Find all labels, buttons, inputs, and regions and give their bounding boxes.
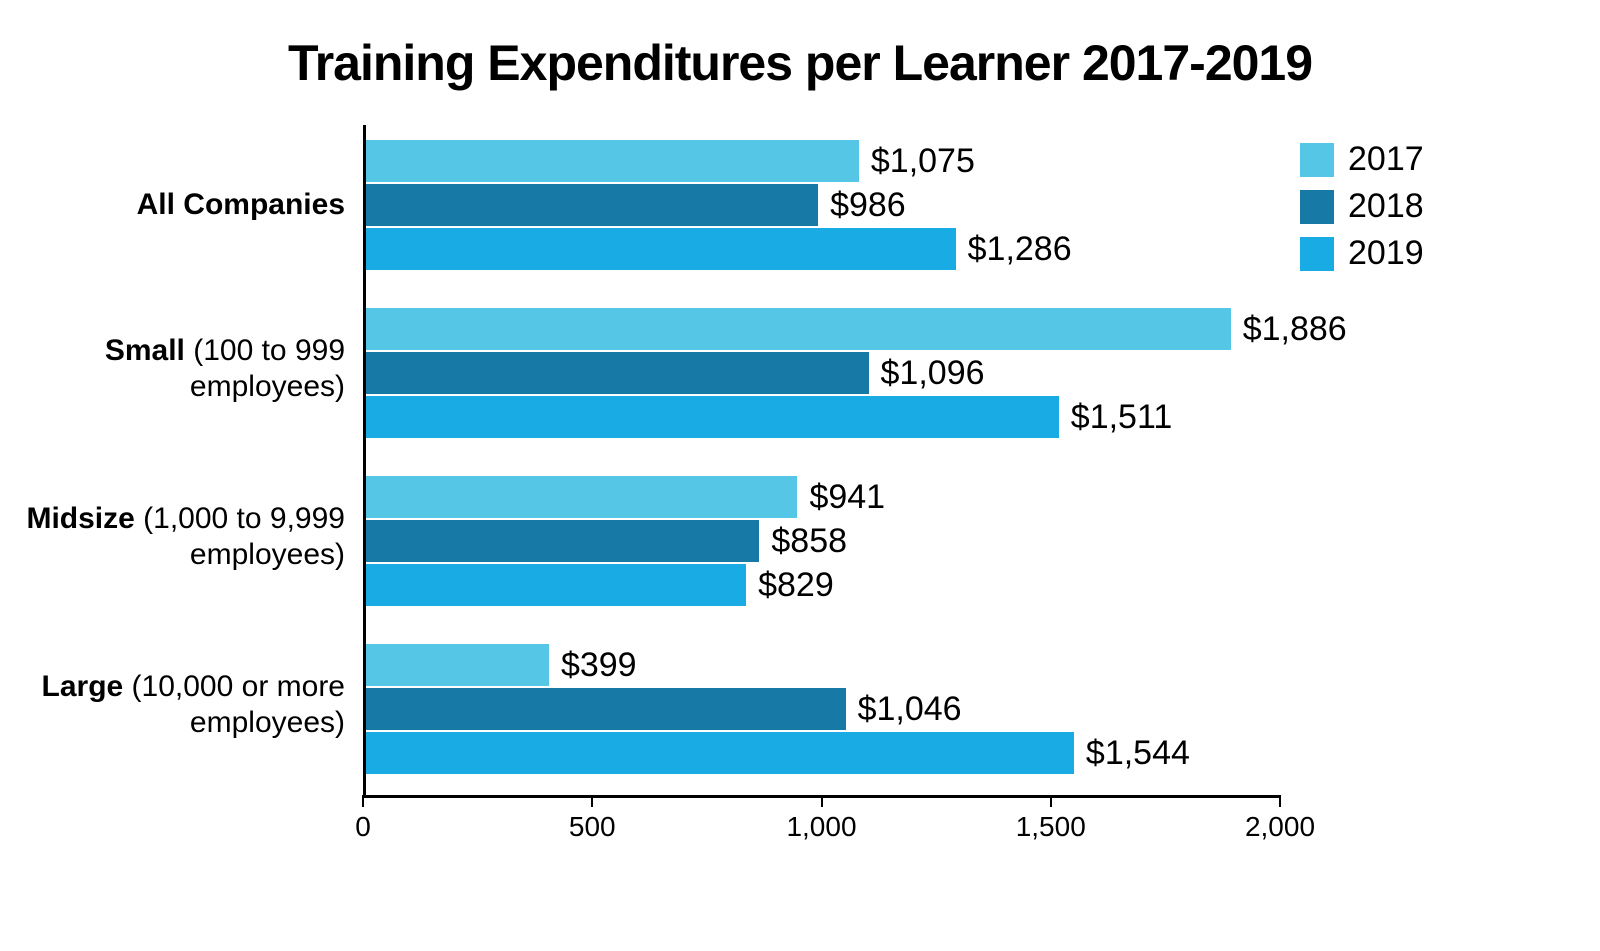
category-label-all: All Companies <box>22 187 345 223</box>
legend-label: 2019 <box>1348 234 1424 273</box>
bar-all-2018 <box>366 184 818 226</box>
legend-item-2019: 2019 <box>1300 234 1424 273</box>
bar-value-midsize-2018: $858 <box>771 522 847 561</box>
bar-value-large-2018: $1,046 <box>858 690 962 729</box>
bar-small-2018 <box>366 352 869 394</box>
bar-value-large-2017: $399 <box>561 646 637 685</box>
category-label-bold: All Companies <box>137 188 345 221</box>
x-tick-mark <box>591 795 593 807</box>
bar-value-midsize-2017: $941 <box>809 478 885 517</box>
x-tick-label: 500 <box>532 811 652 843</box>
x-tick-label: 1,500 <box>991 811 1111 843</box>
bar-all-2017 <box>366 140 859 182</box>
chart-title: Training Expenditures per Learner 2017-2… <box>0 34 1600 92</box>
legend-label: 2017 <box>1348 140 1424 179</box>
bar-value-midsize-2019: $829 <box>758 566 834 605</box>
x-tick-mark <box>362 795 364 807</box>
bar-value-all-2017: $1,075 <box>871 142 975 181</box>
category-label-rest: (1,000 to 9,999 employees) <box>135 502 345 571</box>
bar-midsize-2019 <box>366 564 746 606</box>
x-tick-label: 0 <box>303 811 423 843</box>
bar-large-2018 <box>366 688 846 730</box>
bar-value-small-2017: $1,886 <box>1243 310 1347 349</box>
legend-swatch <box>1300 190 1334 224</box>
legend-swatch <box>1300 237 1334 271</box>
category-label-small: Small (100 to 999 employees) <box>22 333 345 405</box>
bar-large-2019 <box>366 732 1074 774</box>
category-label-bold: Midsize <box>26 502 134 535</box>
bar-all-2019 <box>366 228 956 270</box>
legend-item-2018: 2018 <box>1300 187 1424 226</box>
bar-midsize-2017 <box>366 476 797 518</box>
bar-value-all-2018: $986 <box>830 186 906 225</box>
category-label-bold: Large <box>42 670 124 703</box>
bar-value-all-2019: $1,286 <box>968 230 1072 269</box>
legend-swatch <box>1300 143 1334 177</box>
legend-label: 2018 <box>1348 187 1424 226</box>
x-tick-mark <box>821 795 823 807</box>
bar-midsize-2018 <box>366 520 759 562</box>
chart-stage: Training Expenditures per Learner 2017-2… <box>0 0 1600 951</box>
bar-value-large-2019: $1,544 <box>1086 734 1190 773</box>
bar-small-2017 <box>366 308 1231 350</box>
bar-large-2017 <box>366 644 549 686</box>
bar-value-small-2019: $1,511 <box>1071 398 1172 437</box>
bar-value-small-2018: $1,096 <box>881 354 985 393</box>
x-tick-mark <box>1050 795 1052 807</box>
x-tick-mark <box>1279 795 1281 807</box>
x-tick-label: 2,000 <box>1220 811 1340 843</box>
bar-small-2019 <box>366 396 1059 438</box>
category-label-large: Large (10,000 or more employees) <box>22 669 345 741</box>
category-label-midsize: Midsize (1,000 to 9,999 employees) <box>22 501 345 573</box>
category-label-rest: (100 to 999 employees) <box>185 334 345 403</box>
category-label-bold: Small <box>105 334 185 367</box>
legend-item-2017: 2017 <box>1300 140 1424 179</box>
x-tick-label: 1,000 <box>762 811 882 843</box>
legend: 2017 2018 2019 <box>1300 140 1424 281</box>
category-label-rest: (10,000 or more employees) <box>123 670 345 739</box>
